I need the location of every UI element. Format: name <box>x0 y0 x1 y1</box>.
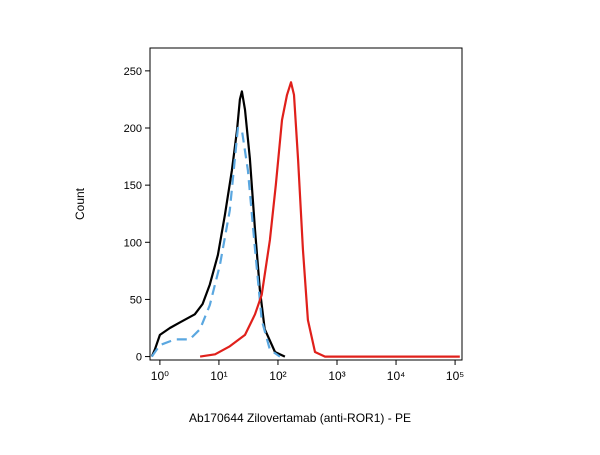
y-tick-label: 0 <box>136 352 142 364</box>
x-tick-label: 10² <box>269 369 286 383</box>
series-line <box>199 81 460 358</box>
y-tick-label: 150 <box>124 180 142 192</box>
x-tick-label: 10⁵ <box>446 369 464 383</box>
y-axis-label: Count <box>73 187 87 220</box>
y-tick-label: 200 <box>124 123 142 135</box>
x-tick-label: 10³ <box>328 369 345 383</box>
series-line <box>150 126 281 358</box>
y-tick-label: 250 <box>124 66 142 78</box>
x-tick-label: 10⁰ <box>151 369 169 383</box>
series-line <box>150 90 286 358</box>
plot-frame <box>149 47 463 361</box>
x-tick-label: 10⁴ <box>387 369 406 383</box>
y-tick-label: 50 <box>130 294 142 306</box>
y-tick-label: 100 <box>124 237 142 249</box>
x-tick-label: 10¹ <box>210 369 227 383</box>
x-axis-label: Ab170644 Zilovertamab (anti-ROR1) - PE <box>189 411 411 425</box>
